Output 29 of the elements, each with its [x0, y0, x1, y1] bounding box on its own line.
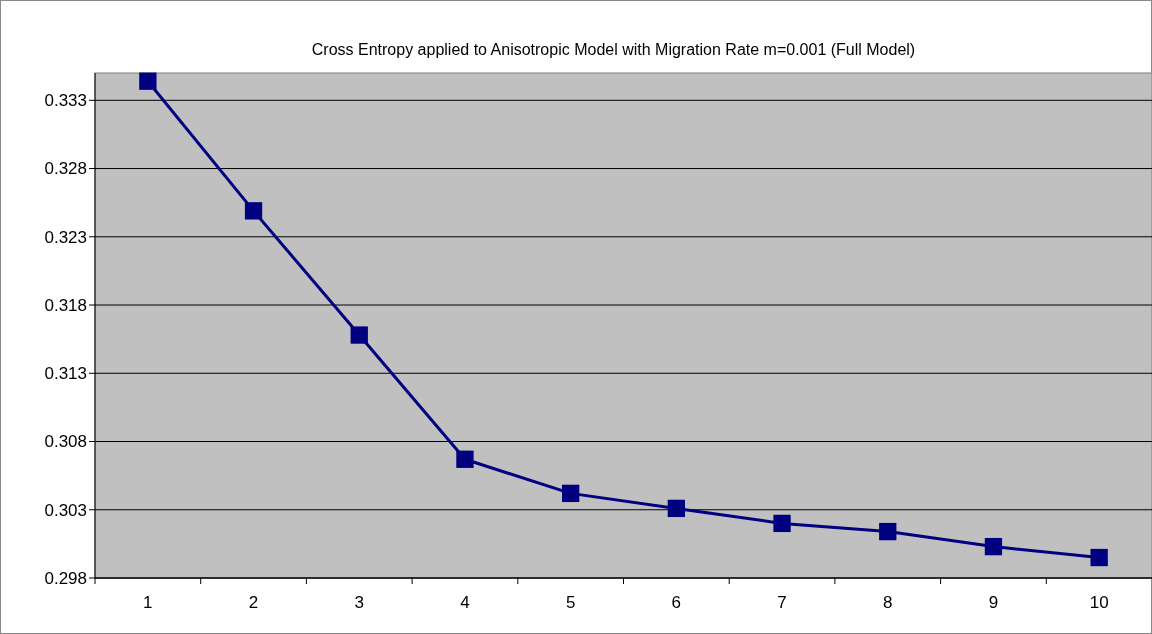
- point: [773, 514, 791, 533]
- y-tick-label: 0.298: [44, 568, 87, 588]
- x-tick-label: 4: [460, 593, 470, 612]
- x-tick-label: 10: [1089, 593, 1109, 612]
- x-tick-label: 9: [988, 593, 999, 612]
- point: [667, 499, 686, 518]
- y-tick-label: 0.308: [44, 432, 87, 452]
- point: [456, 450, 474, 468]
- x-tick-label: 1: [143, 593, 153, 612]
- y-tick-label: 0.323: [44, 227, 87, 247]
- chart-title: Cross Entropy applied to Anisotropic Model with Migration Rate m=0.001 (Full Model): [311, 41, 916, 58]
- y-tick-label: 0.333: [44, 91, 87, 111]
- point: [244, 202, 263, 220]
- y-tick-label: 0.303: [44, 500, 87, 520]
- x-tick-label: 7: [777, 593, 787, 612]
- point: [350, 326, 368, 344]
- x-tick-label: 3: [354, 593, 364, 612]
- y-tick-label: 0.328: [44, 159, 87, 179]
- x-tick-label: 2: [248, 593, 259, 612]
- point: [139, 72, 157, 90]
- point: [879, 522, 897, 541]
- y-tick-label: 0.318: [44, 295, 87, 315]
- x-tick-label: 6: [671, 593, 682, 612]
- x-tick-label: 5: [565, 593, 576, 612]
- x-tick-label: 8: [883, 593, 893, 612]
- point: [1090, 548, 1108, 567]
- y-tick-label: 0.313: [44, 364, 87, 384]
- point: [561, 484, 580, 503]
- point: [984, 537, 1003, 556]
